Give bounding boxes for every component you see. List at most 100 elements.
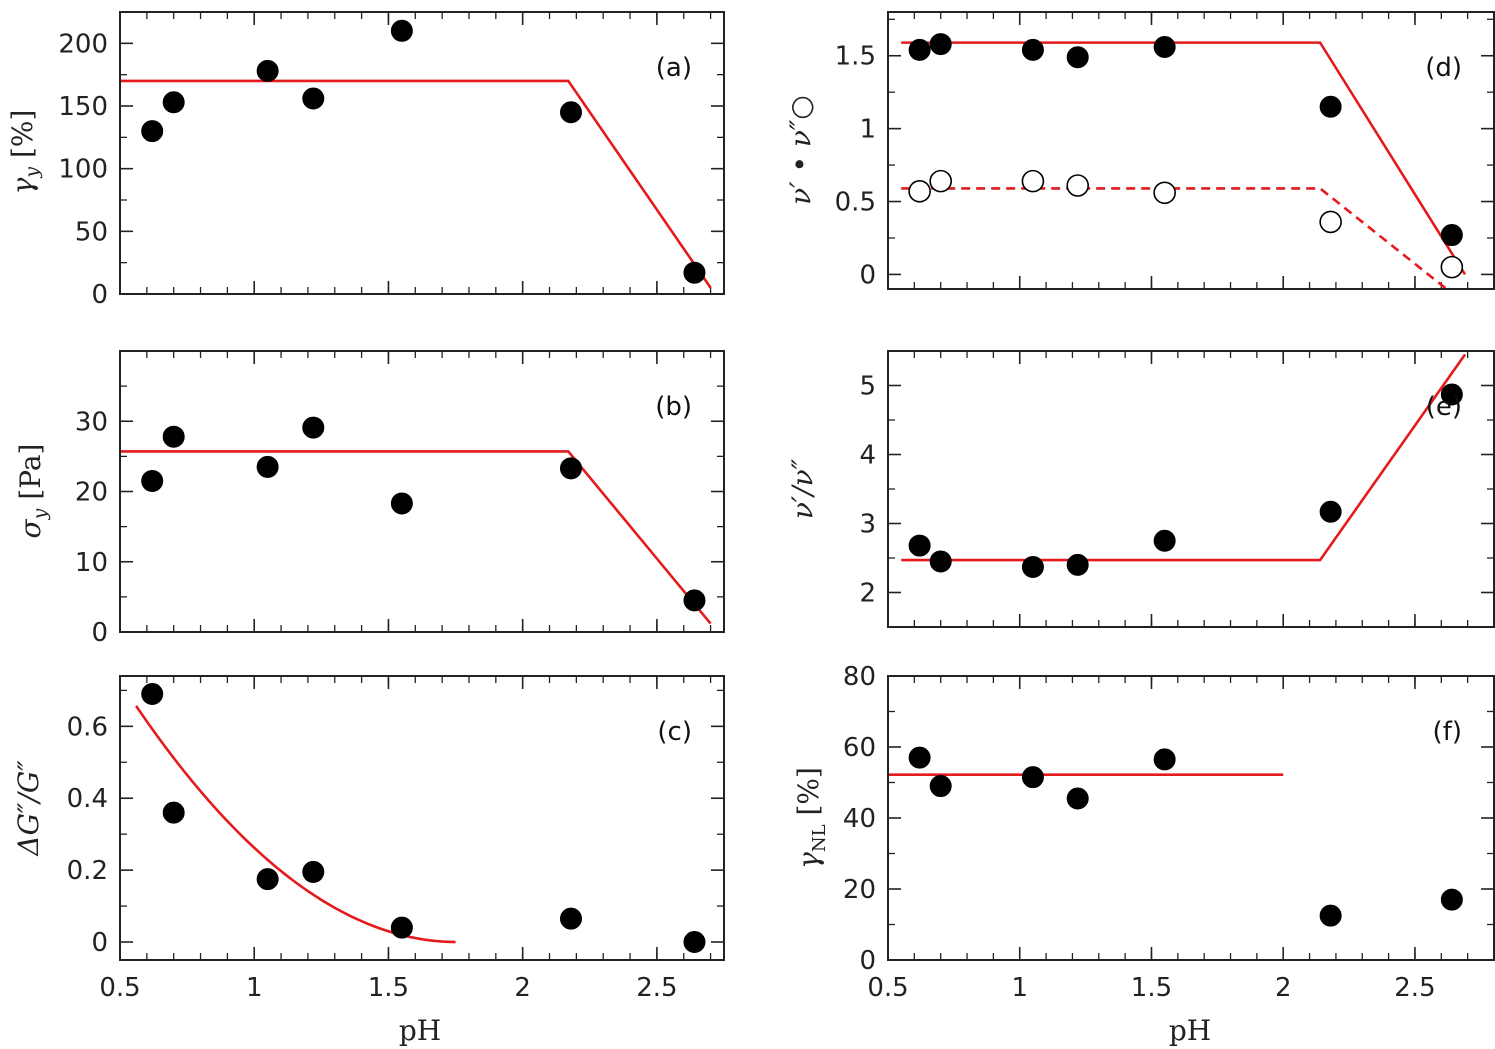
panel-label: (b) bbox=[655, 392, 692, 422]
y-tick-label: 0 bbox=[859, 946, 876, 976]
panel-e: 2 3 4 5 (e) bbox=[859, 350, 1495, 628]
data-point bbox=[1066, 553, 1089, 576]
data-point bbox=[929, 550, 952, 573]
data-point bbox=[390, 19, 413, 42]
y-tick-label: 0.2 bbox=[67, 856, 108, 886]
panel-label: (f) bbox=[1433, 717, 1462, 747]
data-point bbox=[1021, 555, 1044, 578]
y-tick-label: 1 bbox=[859, 115, 876, 145]
svg-text:ΔG″/G″: ΔG″/G″ bbox=[12, 760, 45, 857]
x-tick-label: 2 bbox=[514, 973, 531, 1003]
data-point-open bbox=[1440, 255, 1464, 279]
panel-label: (e) bbox=[1426, 392, 1462, 422]
data-point bbox=[1066, 787, 1089, 810]
data-point bbox=[559, 907, 582, 930]
x-tick-label: 1 bbox=[1011, 973, 1028, 1003]
data-point bbox=[141, 682, 164, 705]
y-tick-label: 5 bbox=[859, 372, 876, 402]
panel-f-ylabel: γNL [%] bbox=[792, 767, 830, 869]
data-point bbox=[256, 455, 279, 478]
data-point bbox=[1319, 500, 1342, 523]
axes-frame bbox=[887, 11, 1495, 290]
data-point bbox=[1319, 95, 1342, 118]
panel-c: 0.5 1 1.5 2 2.5 0 0.2 0.4 0.6 (c) bbox=[67, 675, 725, 1003]
x-tick-label: 1.5 bbox=[368, 973, 409, 1003]
y-tick-label: 200 bbox=[58, 29, 108, 59]
data-point bbox=[141, 120, 164, 143]
panel-a-ylabel: γy [%] bbox=[6, 110, 43, 195]
axes-frame bbox=[887, 675, 1495, 961]
axes-frame bbox=[119, 11, 725, 295]
panel-label: (d) bbox=[1425, 53, 1462, 83]
data-point bbox=[929, 33, 952, 56]
data-point bbox=[1440, 383, 1463, 406]
panel-c-xlabel: pH bbox=[399, 1014, 441, 1047]
data-point bbox=[1021, 766, 1044, 789]
axes-frame bbox=[119, 675, 725, 961]
svg-text:ν′ • ν″○: ν′ • ν″○ bbox=[784, 95, 817, 205]
panel-f-xlabel: pH bbox=[1169, 1014, 1211, 1047]
y-tick-label: 0 bbox=[859, 260, 876, 290]
data-point-open bbox=[929, 169, 952, 193]
data-point bbox=[162, 801, 185, 824]
y-tick-label: 0.4 bbox=[67, 784, 108, 814]
data-point-open bbox=[1153, 181, 1176, 205]
x-tick-label: 1.5 bbox=[1131, 973, 1172, 1003]
y-tick-label: 0 bbox=[91, 928, 108, 958]
data-point bbox=[141, 469, 164, 492]
data-point bbox=[256, 59, 279, 82]
data-point bbox=[559, 457, 582, 480]
data-point-open bbox=[1066, 174, 1090, 197]
axes-frame bbox=[119, 350, 725, 633]
axes-frame bbox=[887, 350, 1495, 628]
x-tick-label: 2.5 bbox=[636, 973, 677, 1003]
x-tick-label: 2.5 bbox=[1394, 973, 1435, 1003]
data-point-open bbox=[908, 180, 931, 203]
y-tick-label: 0.6 bbox=[67, 712, 108, 742]
panel-label: (c) bbox=[657, 717, 692, 747]
data-point bbox=[908, 746, 931, 769]
y-tick-label: 80 bbox=[843, 662, 876, 692]
data-point bbox=[1066, 46, 1089, 69]
y-tick-label: 30 bbox=[75, 407, 108, 437]
data-point bbox=[683, 261, 706, 284]
x-tick-label: 2 bbox=[1275, 973, 1292, 1003]
panel-a: 0 50 100 150 200 (a) bbox=[58, 11, 725, 310]
panel-d: 0 0.5 1 1.5 (d) bbox=[835, 11, 1495, 290]
y-tick-label: 20 bbox=[843, 875, 876, 905]
data-point bbox=[683, 589, 706, 612]
data-point-open bbox=[1319, 210, 1342, 234]
data-point bbox=[1440, 888, 1463, 911]
y-tick-label: 60 bbox=[843, 733, 876, 763]
data-point bbox=[302, 87, 325, 110]
data-point bbox=[683, 931, 706, 954]
data-point bbox=[302, 416, 325, 439]
data-point bbox=[1319, 904, 1342, 927]
y-tick-label: 1.5 bbox=[835, 42, 876, 72]
data-point bbox=[390, 916, 413, 939]
data-point bbox=[929, 775, 952, 798]
y-tick-label: 150 bbox=[58, 92, 108, 122]
data-point bbox=[162, 91, 185, 114]
y-tick-label: 40 bbox=[843, 804, 876, 834]
x-tick-label: 1 bbox=[246, 973, 263, 1003]
y-tick-label: 0 bbox=[91, 280, 108, 310]
x-tick-label: 0.5 bbox=[867, 973, 908, 1003]
y-tick-label: 50 bbox=[75, 217, 108, 247]
data-point bbox=[390, 492, 413, 515]
panel-e-ylabel: ν′/ν″ bbox=[786, 458, 819, 519]
data-point bbox=[256, 868, 279, 891]
x-tick-label: 0.5 bbox=[99, 973, 140, 1003]
svg-text:σy [Pa]: σy [Pa] bbox=[14, 444, 51, 539]
data-point bbox=[302, 860, 325, 883]
panel-b-ylabel: σy [Pa] bbox=[14, 444, 51, 539]
y-tick-label: 20 bbox=[75, 478, 108, 508]
panel-label: (a) bbox=[656, 53, 692, 83]
y-tick-label: 100 bbox=[58, 155, 108, 185]
panel-b: 0 10 20 30 (b) bbox=[75, 350, 725, 648]
y-tick-label: 4 bbox=[859, 441, 876, 471]
data-point bbox=[908, 38, 931, 61]
data-point-open bbox=[1021, 169, 1045, 193]
